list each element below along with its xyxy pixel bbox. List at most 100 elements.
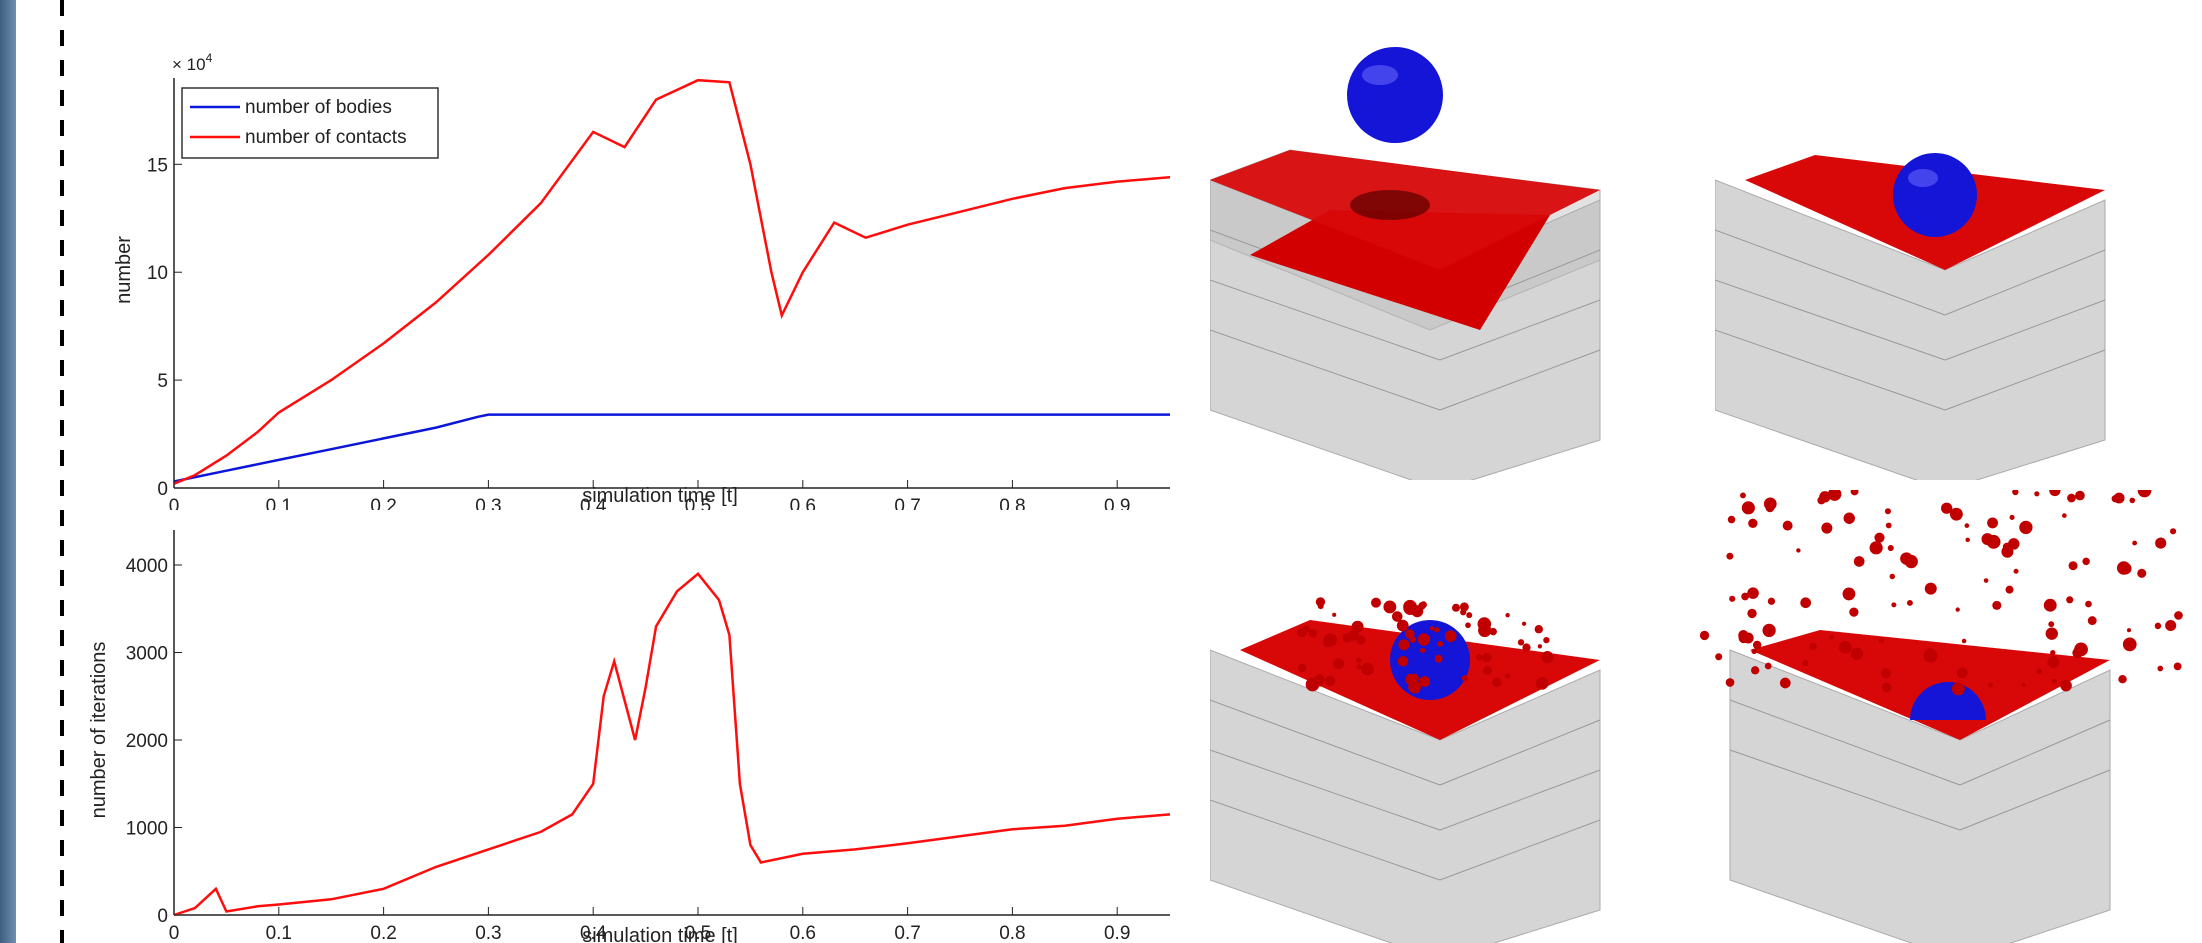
particle <box>1881 682 1892 693</box>
particle <box>1356 664 1362 670</box>
particle <box>1740 492 1746 499</box>
series-line-0 <box>173 413 1170 483</box>
particle <box>2045 627 2058 640</box>
particle <box>1483 665 1493 675</box>
x-tick-label: 0 <box>169 923 180 943</box>
particle <box>2051 678 2057 684</box>
particle <box>2157 665 2164 672</box>
x-tick-label: 0.9 <box>1104 923 1130 943</box>
x-tick-label: 0.9 <box>1104 496 1130 510</box>
particle <box>1782 520 1793 531</box>
particle <box>1849 607 1859 617</box>
particle <box>2049 490 2061 497</box>
particle <box>1433 626 1440 633</box>
particle <box>1305 677 1320 692</box>
y-tick-label: 1000 <box>126 819 168 840</box>
particle <box>1405 673 1417 686</box>
particle <box>1763 497 1777 511</box>
x-tick-label: 0.6 <box>790 923 816 943</box>
particle <box>1779 677 1791 689</box>
particle <box>1398 639 1410 651</box>
particle <box>2005 585 2014 594</box>
particle <box>1420 647 1426 654</box>
particle <box>1940 502 1953 514</box>
x-tick-label: 0.8 <box>999 923 1025 943</box>
particle <box>2034 491 2040 497</box>
particle <box>1517 639 1525 646</box>
particle <box>1842 587 1856 601</box>
particle <box>1951 682 1965 696</box>
particle <box>1434 654 1443 663</box>
exponent-base: × 10 <box>172 55 206 74</box>
particle <box>1891 602 1897 608</box>
particle <box>2154 622 2162 630</box>
particle <box>1878 638 1884 644</box>
particle <box>1853 556 1865 567</box>
particle <box>1308 628 1318 638</box>
particle <box>1887 545 1894 552</box>
particle <box>1317 603 1324 610</box>
particle <box>1821 522 1833 534</box>
particle <box>1889 573 1896 580</box>
legend-label-bodies: number of bodies <box>245 97 392 118</box>
particle <box>1964 523 1970 528</box>
particle <box>1802 659 1809 667</box>
particle <box>2126 628 2131 633</box>
particle <box>1762 623 1776 638</box>
x-tick-label: 0.4 <box>580 923 607 943</box>
particle <box>1419 676 1431 687</box>
particle <box>1323 638 1332 648</box>
particle <box>1466 612 1473 619</box>
particle <box>1748 518 1758 529</box>
particle <box>2008 538 2020 550</box>
particle <box>2048 621 2055 628</box>
particle <box>2060 679 2072 692</box>
particle <box>1992 600 2002 610</box>
particle <box>1297 663 1307 673</box>
x-tick-label: 0.8 <box>999 496 1025 510</box>
particle <box>1961 638 1967 644</box>
particle <box>1332 612 1337 617</box>
legend: number of bodies number of contacts <box>181 87 439 159</box>
particle <box>1796 548 1801 553</box>
series-line-0 <box>173 572 1170 917</box>
particle <box>2050 649 2056 656</box>
particle <box>1371 597 1382 608</box>
particle <box>1850 490 1859 496</box>
particle <box>1543 636 1550 644</box>
particle <box>2155 537 2167 549</box>
particle <box>2173 662 2182 671</box>
particle <box>1809 642 1817 651</box>
legend-label-contacts: number of contacts <box>245 127 407 148</box>
particle <box>2036 668 2042 675</box>
chart1-xlabel: simulation time [t] <box>582 485 738 507</box>
particle <box>1725 678 1735 687</box>
particle <box>1838 640 1852 654</box>
exponent-label: × 104 <box>172 51 213 74</box>
particle <box>1955 607 1960 612</box>
particle <box>1843 512 1855 524</box>
particle <box>2013 568 2019 574</box>
particle <box>1418 601 1426 610</box>
particle <box>1296 627 1307 638</box>
particle <box>2066 596 2074 604</box>
particle <box>1981 533 1994 546</box>
y-tick-label: 4000 <box>126 556 168 577</box>
particle <box>1333 658 1345 670</box>
particle <box>2074 642 2088 657</box>
particle <box>1465 622 1471 629</box>
particle <box>2068 561 2078 571</box>
particle <box>2001 545 2014 558</box>
particle <box>2012 490 2019 496</box>
x-tick-label: 0.6 <box>790 496 816 510</box>
particle <box>1534 625 1543 634</box>
particle <box>1351 620 1364 633</box>
particle <box>1417 633 1431 646</box>
x-tick-label: 0.4 <box>580 496 607 510</box>
particle <box>2075 490 2085 501</box>
particle <box>1348 629 1360 641</box>
particle <box>1492 677 1502 688</box>
simulation-frame-2 <box>1715 153 2106 480</box>
particle <box>1405 629 1415 639</box>
particle <box>1988 682 1993 688</box>
